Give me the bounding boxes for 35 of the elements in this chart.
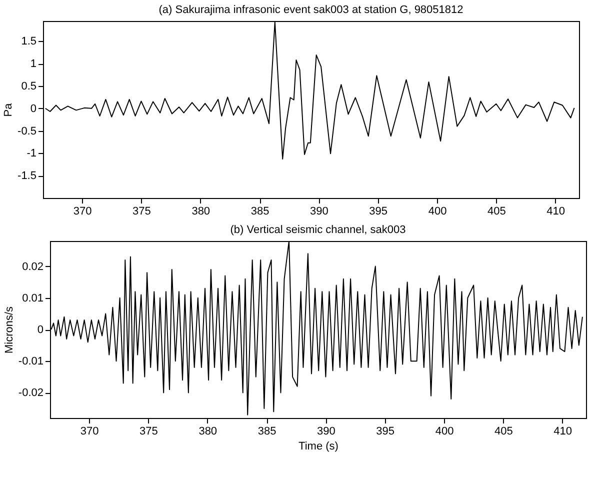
- x-tick-label: 390: [317, 426, 336, 438]
- x-tick-label: 370: [73, 206, 92, 218]
- chart-title: (a) Sakurajima infrasonic event sak003 at station G, 98051812: [158, 4, 464, 16]
- y-tick-label: -0.5: [18, 125, 36, 138]
- y-tick-label: 0: [37, 324, 44, 336]
- x-tick-label: 385: [258, 426, 276, 438]
- x-tick-label: 405: [487, 206, 506, 218]
- y-tick-label: 0.01: [22, 292, 44, 304]
- x-tick-label: 390: [310, 206, 328, 218]
- x-tick-label: 380: [192, 206, 210, 218]
- x-tick-label: 395: [369, 206, 388, 218]
- x-tick-label: 400: [428, 206, 447, 218]
- y-axis-title: Microns/s: [3, 306, 16, 354]
- x-tick-label: 375: [132, 206, 151, 218]
- x-tick-label: 375: [140, 426, 158, 438]
- y-tick-label: 1: [30, 58, 36, 70]
- x-tick-label: 380: [198, 426, 218, 438]
- x-tick-label: 410: [554, 426, 572, 438]
- y-tick-label: -1.5: [18, 170, 36, 182]
- y-tick-label: -0.02: [18, 387, 44, 400]
- x-tick-label: 405: [494, 426, 513, 438]
- y-tick-label: 0.5: [21, 80, 36, 92]
- y-tick-label: 1.5: [21, 36, 36, 48]
- x-tick-label: 385: [250, 206, 270, 218]
- x-tick-label: 400: [435, 426, 454, 438]
- x-tick-label: 410: [546, 206, 566, 218]
- y-axis-title: Pa: [2, 102, 15, 117]
- x-axis-title: Time (s): [298, 440, 338, 452]
- y-tick-label: 0: [30, 102, 36, 115]
- y-tick-label: -0.01: [18, 356, 44, 368]
- x-tick-label: 370: [80, 426, 99, 438]
- y-tick-label: 0.02: [22, 260, 44, 273]
- x-tick-label: 395: [376, 426, 395, 438]
- y-tick-label: -1: [26, 148, 36, 160]
- chart-title: (b) Vertical seismic channel, sak003: [230, 224, 406, 236]
